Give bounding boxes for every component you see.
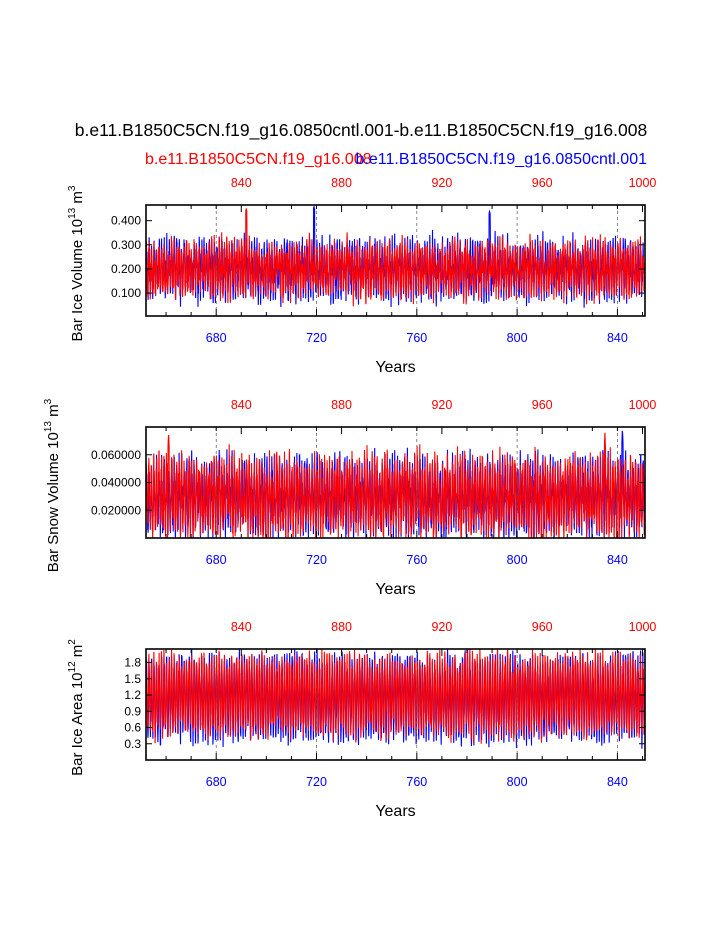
y-axis-label: Bar Ice Volume 1013 m3 [67, 185, 86, 341]
y-tick-label: 0.300 [111, 238, 141, 252]
legend-red-label: b.e11.B1850C5CN.f19_g16.008 [145, 151, 372, 168]
plot-frame [145, 204, 646, 317]
y-tick-label: 1.5 [124, 672, 141, 686]
x-top-tick-label: 960 [532, 620, 553, 634]
x-bottom-tick-label: 800 [507, 331, 528, 345]
x-top-tick-label: 1000 [629, 398, 657, 412]
x-top-tick-label: 920 [431, 620, 452, 634]
series-red-line [146, 207, 645, 307]
y-tick-label: 0.3 [124, 737, 141, 751]
x-top-tick-label: 960 [532, 398, 553, 412]
x-axis-label: Years [375, 581, 415, 598]
y-axis-label: Bar Ice Area 1012 m2 [67, 639, 86, 776]
panel-3: 680 720 760 800 840 840 880 920 960 1000 0.3 0.6 0.9… [67, 620, 656, 820]
x-top-tick-label: 880 [331, 620, 352, 634]
x-bottom-tick-label: 760 [406, 331, 427, 345]
y-tick-label: 0.400 [111, 214, 141, 228]
x-top-tick-label: 840 [231, 620, 252, 634]
x-top-tick-label: 920 [431, 398, 452, 412]
chart-panels: 680 720 760 800 840 840 880 920 960 1000 0.100 0.20… [43, 176, 656, 820]
panel-2: 680 720 760 800 840 840 880 920 960 1000 0.020000 0… [43, 398, 656, 598]
x-bottom-tick-label: 800 [507, 775, 528, 789]
x-top-tick-label: 880 [331, 176, 352, 190]
x-top-tick-label: 840 [231, 176, 252, 190]
x-bottom-tick-label: 720 [306, 775, 327, 789]
x-top-tick-label: 840 [231, 398, 252, 412]
series-red-line [146, 432, 645, 538]
x-top-tick-label: 920 [431, 176, 452, 190]
x-top-tick-label: 1000 [629, 176, 657, 190]
x-bottom-tick-label: 840 [607, 775, 628, 789]
y-tick-label: 0.100 [111, 286, 141, 300]
x-bottom-tick-label: 680 [206, 775, 227, 789]
x-bottom-tick-label: 720 [306, 331, 327, 345]
chart-title: b.e11.B1850C5CN.f19_g16.0850cntl.001-b.e… [75, 120, 647, 141]
x-bottom-tick-label: 680 [206, 331, 227, 345]
y-tick-label: 0.060000 [91, 448, 141, 462]
y-tick-label: 0.040000 [91, 476, 141, 490]
x-bottom-tick-label: 760 [406, 553, 427, 567]
x-bottom-tick-label: 720 [306, 553, 327, 567]
x-bottom-tick-label: 840 [607, 553, 628, 567]
x-bottom-tick-label: 840 [607, 331, 628, 345]
y-tick-label: 0.6 [124, 721, 141, 735]
x-top-tick-label: 1000 [629, 620, 657, 634]
y-tick-label: 1.8 [124, 656, 141, 670]
panel-1: 680 720 760 800 840 840 880 920 960 1000 0.100 0.20… [67, 176, 656, 376]
y-tick-label: 0.020000 [91, 503, 141, 517]
x-axis-label: Years [375, 803, 415, 820]
x-bottom-tick-label: 760 [406, 775, 427, 789]
series-red-line [146, 649, 645, 744]
y-tick-label: 0.9 [124, 704, 141, 718]
y-tick-label: 1.2 [124, 688, 141, 702]
x-axis-label: Years [375, 359, 415, 376]
plot-frame [145, 648, 646, 761]
x-top-tick-label: 960 [532, 176, 553, 190]
x-top-tick-label: 880 [331, 398, 352, 412]
x-bottom-tick-label: 680 [206, 553, 227, 567]
y-tick-label: 0.200 [111, 262, 141, 276]
x-bottom-tick-label: 800 [507, 553, 528, 567]
legend-blue-label: b.e11.B1850C5CN.f19_g16.0850cntl.001 [356, 151, 648, 168]
y-axis-label: Bar Snow Volume 1013 m3 [43, 398, 62, 572]
